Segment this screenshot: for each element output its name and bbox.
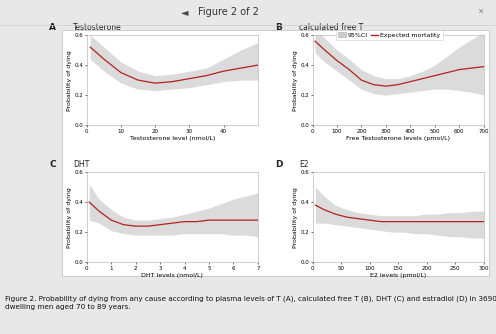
Y-axis label: Probability of dying: Probability of dying	[67, 50, 72, 111]
X-axis label: Free Testosterone levels (pmol/L): Free Testosterone levels (pmol/L)	[346, 136, 450, 141]
Text: ✕: ✕	[477, 7, 484, 15]
Text: calculated free T: calculated free T	[299, 23, 363, 32]
Y-axis label: Probability of dying: Probability of dying	[293, 50, 298, 111]
Text: Figure 2. Probability of dying from any cause according to plasma levels of T (A: Figure 2. Probability of dying from any …	[5, 296, 496, 310]
Text: Figure 2 of 2: Figure 2 of 2	[198, 7, 259, 17]
Text: B: B	[275, 23, 282, 32]
X-axis label: E2 levels (pmol/L): E2 levels (pmol/L)	[370, 273, 426, 278]
Text: D: D	[275, 160, 282, 169]
X-axis label: Testosterone level (nmol/L): Testosterone level (nmol/L)	[129, 136, 215, 141]
Text: C: C	[49, 160, 56, 169]
Text: E2: E2	[299, 160, 309, 169]
Legend: 95%CI, Expected mortality: 95%CI, Expected mortality	[336, 30, 443, 40]
Text: ◄: ◄	[181, 7, 188, 17]
Y-axis label: Probability of dying: Probability of dying	[67, 187, 72, 247]
Text: A: A	[49, 23, 56, 32]
Y-axis label: Probability of dying: Probability of dying	[293, 187, 298, 247]
Text: DHT: DHT	[73, 160, 89, 169]
X-axis label: DHT levels (nmol/L): DHT levels (nmol/L)	[141, 273, 203, 278]
Text: Testosterone: Testosterone	[73, 23, 122, 32]
